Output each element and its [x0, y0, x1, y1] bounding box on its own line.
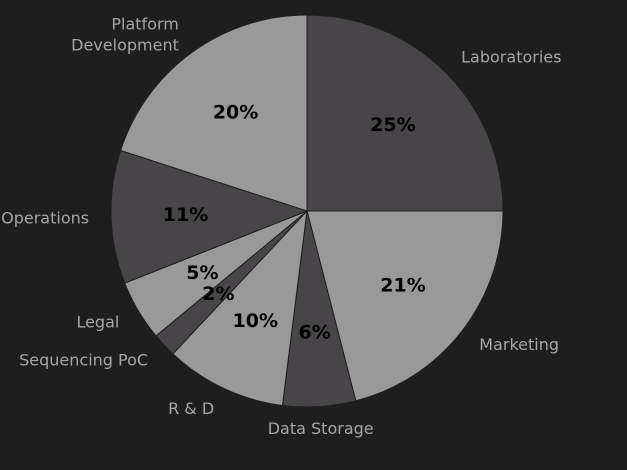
slice-marketing: [306, 210, 504, 402]
pct-label-platform-development: 20%: [213, 102, 258, 124]
category-label-platform-development: Platform Development: [71, 15, 179, 55]
slice-laboratories: [306, 14, 504, 212]
category-labels: Laboratories Marketing Data Storage R & D Se…: [1, 15, 561, 438]
pct-label-operations: 11%: [163, 204, 208, 226]
category-label-line: R & D: [168, 399, 214, 418]
slice-r-d: [172, 209, 308, 407]
category-label-sequencing-poc: Sequencing PoC: [19, 351, 148, 370]
category-label-line: Legal: [76, 312, 119, 331]
category-label-line: Development: [71, 36, 179, 55]
category-label-line: Laboratories: [461, 47, 561, 66]
category-label-line: Data Storage: [268, 419, 374, 438]
pct-label-r-d: 10%: [233, 310, 278, 332]
category-label-line: Sequencing PoC: [19, 351, 148, 370]
category-label-line: Platform: [111, 15, 178, 34]
pct-label-laboratories: 25%: [370, 114, 415, 136]
category-label-marketing: Marketing: [479, 335, 559, 354]
pct-label-sequencing-poc: 2%: [202, 283, 234, 305]
category-label-line: Operations: [1, 208, 89, 227]
slice-operations: [110, 149, 309, 284]
category-label-line: Marketing: [479, 335, 559, 354]
pct-label-marketing: 21%: [380, 274, 425, 296]
category-label-operations: Operations: [1, 208, 89, 227]
category-label-r-d: R & D: [168, 399, 214, 418]
category-label-legal: Legal: [76, 312, 119, 331]
pie-slices: [110, 14, 504, 408]
pct-label-legal: 5%: [186, 262, 218, 284]
category-label-data-storage: Data Storage: [268, 419, 374, 438]
category-label-laboratories: Laboratories: [461, 47, 561, 66]
pct-label-data-storage: 6%: [298, 321, 330, 343]
slice-platform-development: [119, 14, 308, 212]
percentage-labels: 25% 21% 6% 10% 2%5% 11% 20%: [163, 102, 426, 344]
